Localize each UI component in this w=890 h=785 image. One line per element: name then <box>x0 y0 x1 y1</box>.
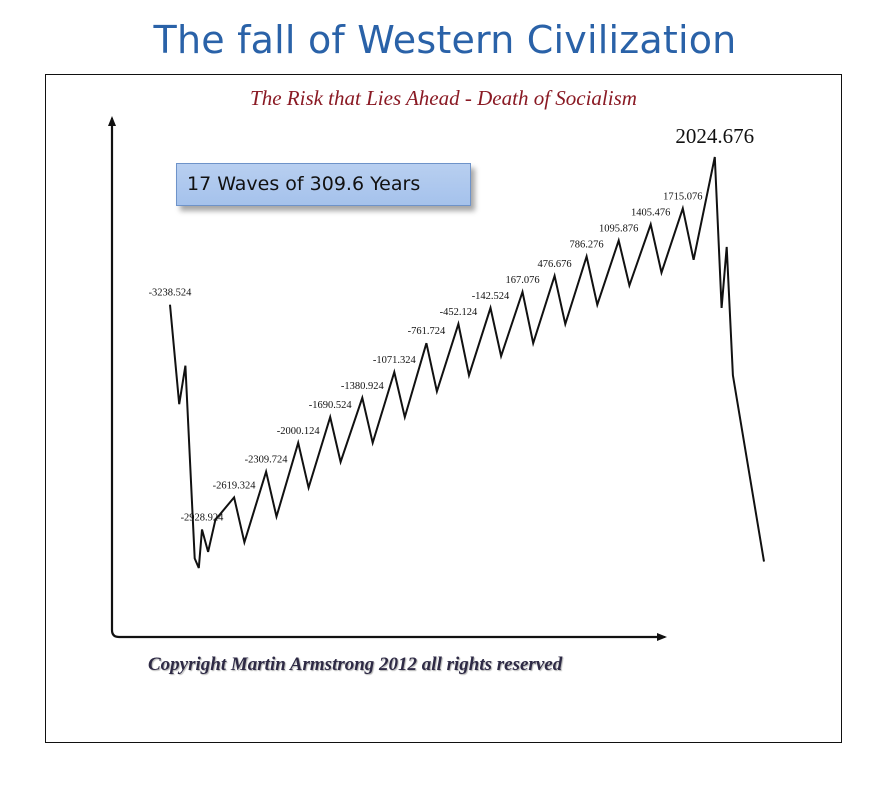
peak-label: -761.724 <box>408 326 446 337</box>
axes <box>108 116 667 641</box>
peak-label: 1715.076 <box>663 191 702 202</box>
peak-label: 167.076 <box>505 275 539 286</box>
axis-lines <box>110 122 662 639</box>
page-title: The fall of Western Civilization <box>153 18 737 62</box>
peak-label: -3238.524 <box>149 288 193 299</box>
series-layer <box>169 156 765 569</box>
peak-label: 1095.876 <box>599 224 638 235</box>
waves-annotation-box: 17 Waves of 309.6 Years <box>176 163 471 206</box>
chart-title: The Risk that Lies Ahead - Death of Soci… <box>250 86 637 110</box>
peak-label: -2928.924 <box>181 513 225 524</box>
peak-label: -1071.324 <box>373 355 417 366</box>
peak-labels-layer: -3238.524 -2928.924 -2619.324 -2309.724 -200… <box>149 124 755 524</box>
peak-label: 786.276 <box>570 240 604 251</box>
peak-label: -2000.124 <box>277 426 321 437</box>
peak-label: 2024.676 <box>675 124 754 148</box>
peak-label: -142.524 <box>472 291 510 302</box>
copyright-notice: Copyright Martin Armstrong 2012 all righ… <box>148 654 563 675</box>
peak-label: 476.676 <box>538 259 572 270</box>
peak-label: -2309.724 <box>245 455 289 466</box>
peak-label: -2619.324 <box>213 480 257 491</box>
peak-label: -452.124 <box>440 307 478 318</box>
peak-label: -1380.924 <box>341 381 385 392</box>
peak-label: -1690.524 <box>309 400 353 411</box>
wave-series-line <box>169 156 765 569</box>
peak-label: 1405.476 <box>631 207 670 218</box>
